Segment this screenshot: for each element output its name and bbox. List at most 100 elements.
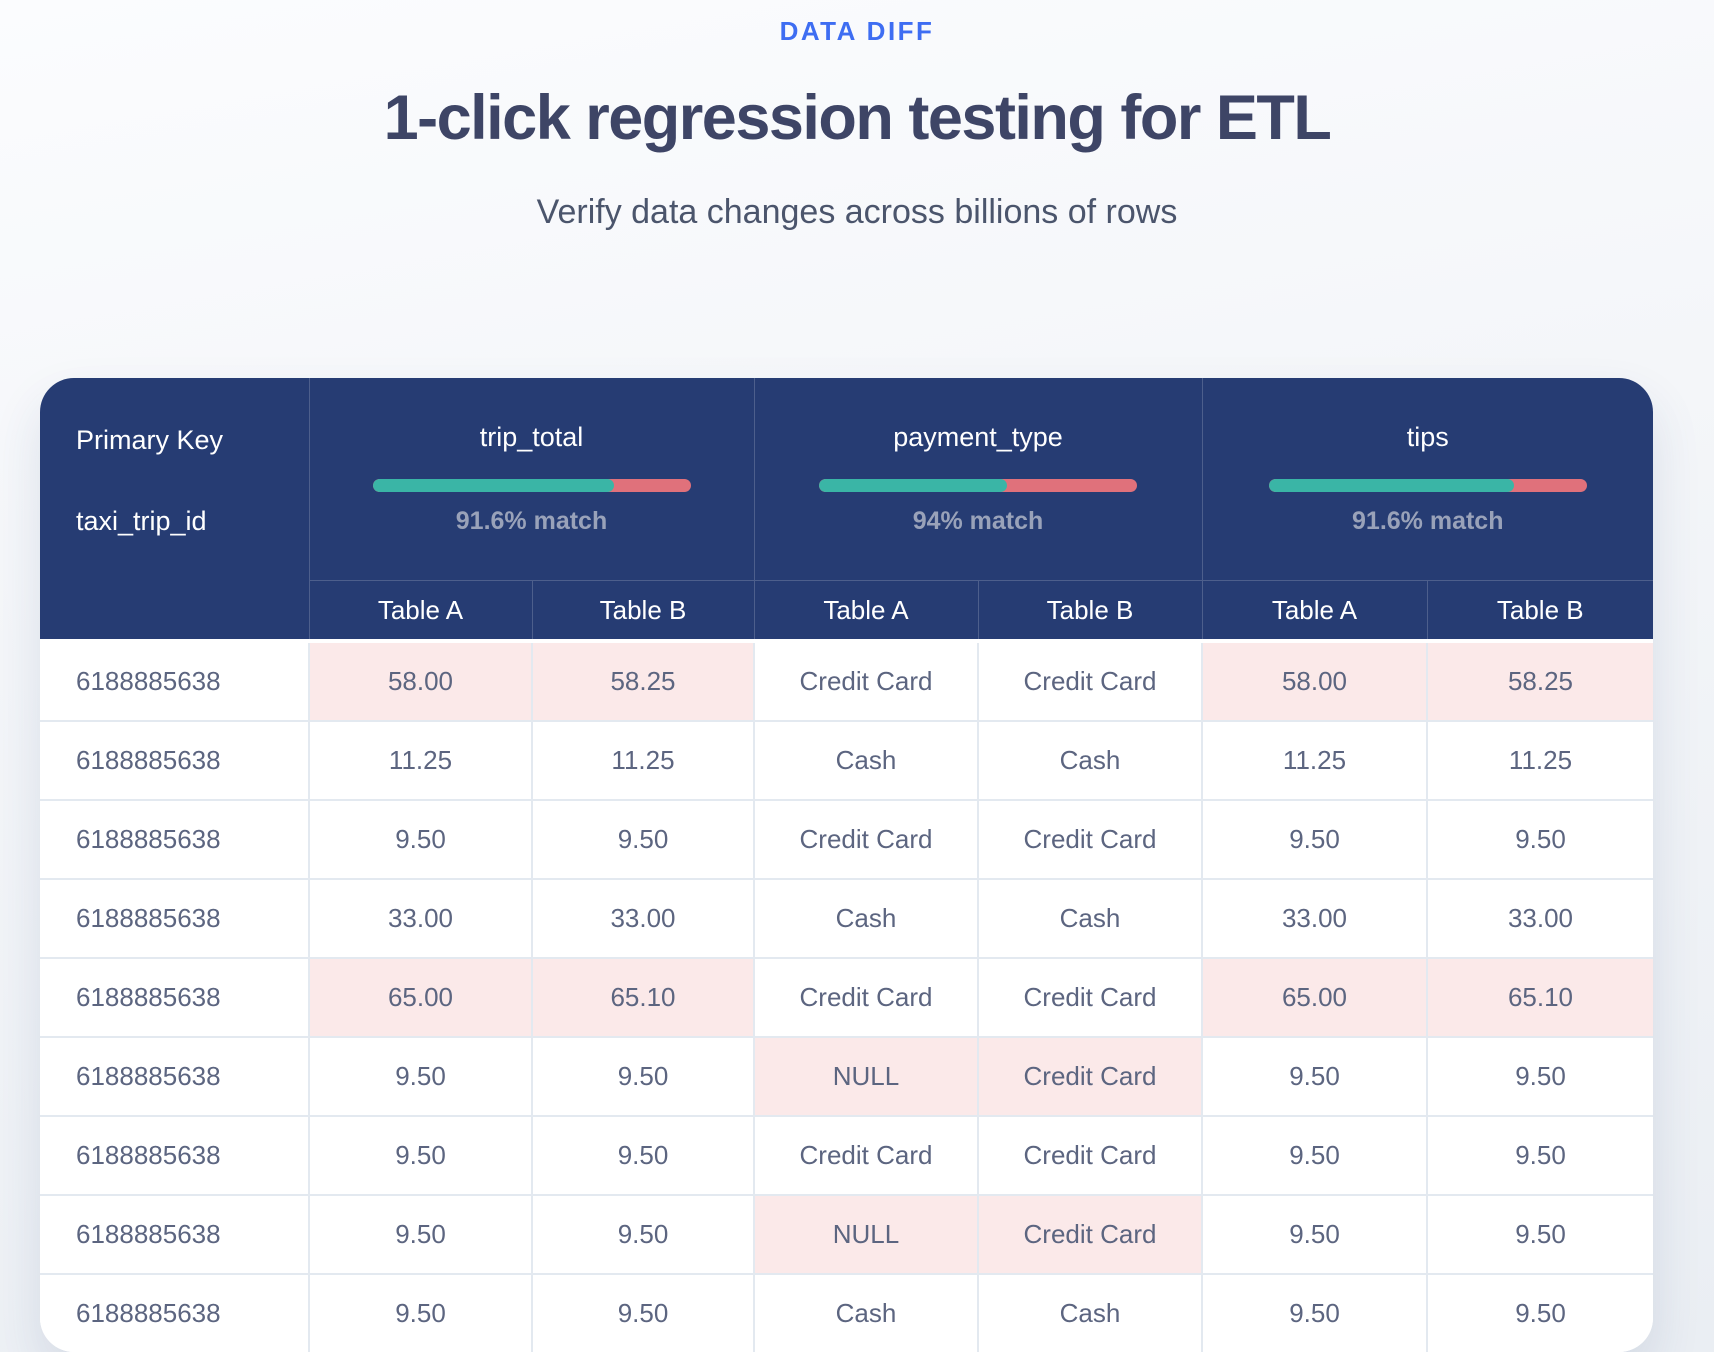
value-cell: 9.50 <box>1426 1115 1653 1196</box>
value-cell: 9.50 <box>1426 1194 1653 1275</box>
page-title: 1-click regression testing for ETL <box>383 83 1332 153</box>
value-cell: 9.50 <box>1201 1273 1428 1352</box>
value-cell: Cash <box>753 1273 979 1352</box>
subheader-row: Table A Table B Table A Table B Table A … <box>40 580 1653 643</box>
primary-key-cell: 6188885638 <box>40 1194 310 1275</box>
value-cell: Credit Card <box>977 799 1203 880</box>
subheader-table-b: Table B <box>1426 580 1653 643</box>
value-cell: 11.25 <box>531 720 755 801</box>
value-cell: Cash <box>977 720 1203 801</box>
diff-value-cell: 58.00 <box>308 640 533 722</box>
primary-key-cell: 6188885638 <box>40 878 310 959</box>
table-row: 6188885638 11.25 11.25 Cash Cash 11.25 11.25 <box>40 720 1653 801</box>
value-cell: Credit Card <box>977 1115 1203 1196</box>
subheader-table-a: Table A <box>753 580 978 643</box>
primary-key-cell: 6188885638 <box>40 957 310 1038</box>
diff-table: Primary Key taxi_trip_id trip_total 91.6… <box>40 378 1653 1352</box>
value-cell: 9.50 <box>531 1036 755 1117</box>
subheader-table-b: Table B <box>531 580 754 643</box>
value-cell: 33.00 <box>531 878 755 959</box>
primary-key-cell: 6188885638 <box>40 640 310 722</box>
primary-key-cell: 6188885638 <box>40 1115 310 1196</box>
match-percentage: 94% match <box>912 507 1044 535</box>
value-cell: 33.00 <box>1201 878 1428 959</box>
value-cell: 9.50 <box>1426 799 1653 880</box>
subheader-table-a: Table A <box>1201 580 1427 643</box>
table-row: 6188885638 9.50 9.50 NULL Credit Card 9.50 9.5… <box>40 1036 1653 1117</box>
value-cell: 11.25 <box>1426 720 1653 801</box>
value-cell: 9.50 <box>308 1273 533 1352</box>
value-cell: 9.50 <box>531 1273 755 1352</box>
value-cell: 9.50 <box>1201 799 1428 880</box>
value-cell: 33.00 <box>308 878 533 959</box>
diff-value-cell: NULL <box>753 1194 979 1275</box>
table-row: 6188885638 9.50 9.50 NULL Credit Card 9.50 9.5… <box>40 1194 1653 1275</box>
value-cell: Credit Card <box>977 640 1203 722</box>
value-cell: 9.50 <box>308 799 533 880</box>
column-group-trip-total: trip_total 91.6% match <box>308 378 754 581</box>
group-name: trip_total <box>479 422 584 452</box>
value-cell: 9.50 <box>1426 1036 1653 1117</box>
value-cell: 9.50 <box>1201 1036 1428 1117</box>
primary-key-cell: 6188885638 <box>40 799 310 880</box>
subheader-table-b: Table B <box>977 580 1202 643</box>
table-row: 6188885638 33.00 33.00 Cash Cash 33.00 33.00 <box>40 878 1653 959</box>
value-cell: 9.50 <box>1426 1273 1653 1352</box>
diff-table-card: Primary Key taxi_trip_id trip_total 91.6… <box>40 378 1653 1352</box>
diff-value-cell: 65.00 <box>308 957 533 1038</box>
diff-value-cell: 58.25 <box>1426 640 1653 722</box>
value-cell: Credit Card <box>753 957 979 1038</box>
value-cell: 9.50 <box>1201 1194 1428 1275</box>
diff-value-cell: NULL <box>753 1036 979 1117</box>
primary-key-label: Primary Key <box>76 424 224 455</box>
match-bar <box>372 479 691 492</box>
match-percentage: 91.6% match <box>1352 507 1504 535</box>
eyebrow-label: DATA DIFF <box>779 16 935 46</box>
diff-value-cell: Credit Card <box>977 1194 1203 1275</box>
value-cell: 9.50 <box>308 1036 533 1117</box>
table-row: 6188885638 65.00 65.10 Credit Card Credit Ca… <box>40 957 1653 1038</box>
value-cell: Cash <box>753 720 979 801</box>
match-bar-fill <box>1268 479 1514 492</box>
value-cell: 9.50 <box>531 1194 755 1275</box>
value-cell: Credit Card <box>753 799 979 880</box>
diff-value-cell: Credit Card <box>977 1036 1203 1117</box>
primary-key-cell: 6188885638 <box>40 720 310 801</box>
value-cell: Credit Card <box>753 1115 979 1196</box>
group-name: payment_type <box>893 422 1063 452</box>
table-header: Primary Key taxi_trip_id trip_total 91.6… <box>40 378 1653 643</box>
table-row: 6188885638 9.50 9.50 Credit Card Credit Card… <box>40 799 1653 880</box>
diff-value-cell: 65.00 <box>1201 957 1428 1038</box>
diff-value-cell: 58.00 <box>1201 640 1428 722</box>
column-group-payment-type: payment_type 94% match <box>753 378 1202 581</box>
value-cell: 9.50 <box>531 799 755 880</box>
value-cell: 9.50 <box>308 1115 533 1196</box>
diff-value-cell: 58.25 <box>531 640 755 722</box>
match-bar-fill <box>372 479 615 492</box>
diff-value-cell: 65.10 <box>531 957 755 1038</box>
match-bar <box>1268 479 1587 492</box>
match-percentage: 91.6% match <box>455 507 608 535</box>
table-row: 6188885638 9.50 9.50 Credit Card Credit Card… <box>40 1115 1653 1196</box>
match-bar <box>819 479 1137 492</box>
group-header-row: Primary Key taxi_trip_id trip_total 91.6… <box>40 378 1653 643</box>
diff-value-cell: 65.10 <box>1426 957 1653 1038</box>
value-cell: Cash <box>753 878 979 959</box>
value-cell: Credit Card <box>753 640 979 722</box>
group-name: tips <box>1406 422 1449 452</box>
primary-key-column-name: taxi_trip_id <box>76 505 207 536</box>
value-cell: Cash <box>977 878 1203 959</box>
page-subtitle: Verify data changes across billions of r… <box>536 193 1178 231</box>
primary-key-cell: 6188885638 <box>40 1036 310 1117</box>
value-cell: 9.50 <box>308 1194 533 1275</box>
value-cell: Cash <box>977 1273 1203 1352</box>
match-bar-fill <box>819 479 1007 492</box>
value-cell: Credit Card <box>977 957 1203 1038</box>
table-body: 6188885638 58.00 58.25 Credit Card Credit Ca… <box>40 640 1653 1352</box>
primary-key-header: Primary Key taxi_trip_id <box>40 378 309 643</box>
value-cell: 11.25 <box>1201 720 1428 801</box>
value-cell: 33.00 <box>1426 878 1653 959</box>
primary-key-cell: 6188885638 <box>40 1273 310 1352</box>
table-row: 6188885638 58.00 58.25 Credit Card Credit Ca… <box>40 640 1653 722</box>
column-group-tips: tips 91.6% match <box>1201 378 1653 581</box>
